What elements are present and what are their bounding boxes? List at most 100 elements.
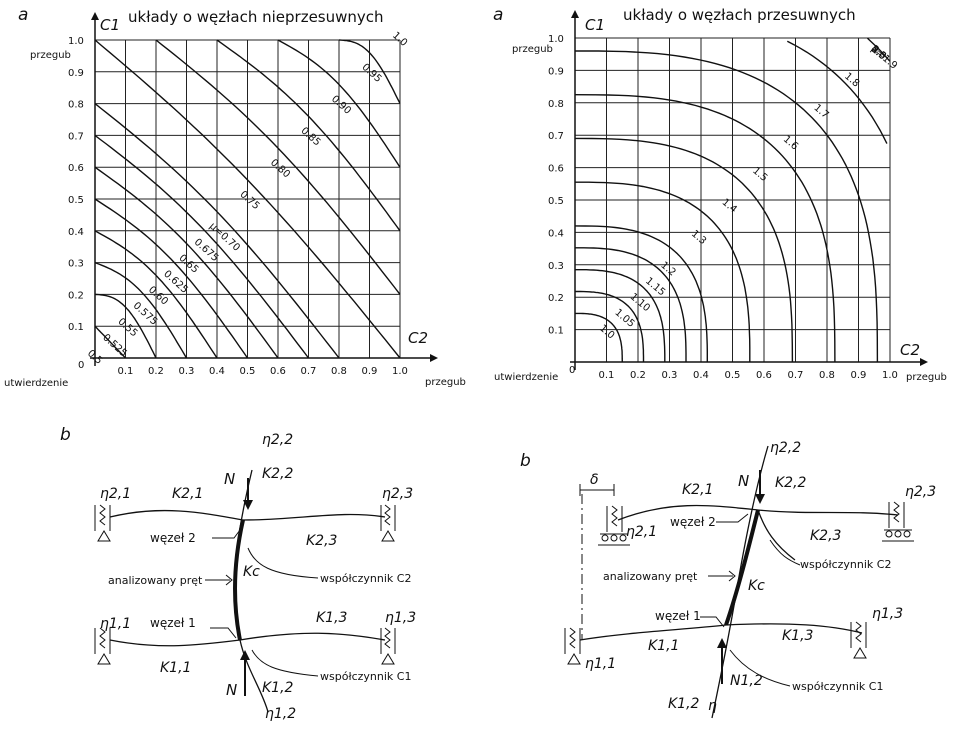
mu-curve-label: 0.625	[161, 269, 190, 296]
panel-a-right-bottom-label: utwierdzenie	[494, 372, 558, 383]
mu-curve-label: 0.575	[131, 300, 160, 327]
mu-curve-label: 1.5	[750, 165, 769, 184]
label-eta13: η1,3	[872, 606, 903, 622]
y-tick-label: 0.3	[548, 261, 564, 272]
label-coef2: współczynnik C2	[800, 558, 891, 571]
x-tick-label: 0.7	[301, 366, 317, 377]
mu-curve-label: 0.85	[298, 125, 322, 148]
mu-curve	[94, 293, 157, 359]
label-eta-bottom: η	[708, 698, 717, 714]
leader-coef2	[247, 547, 319, 579]
beam-K23	[242, 513, 386, 521]
label-N-top: N	[738, 472, 749, 490]
y-tick-label: 0.8	[68, 100, 84, 111]
mu-curves	[574, 37, 891, 363]
arrowhead-top	[243, 500, 253, 510]
label-K22: K2,2	[262, 466, 294, 482]
leader-node1	[700, 616, 725, 628]
label-eta11: η1,1	[100, 616, 131, 632]
spring-support-eta13	[380, 627, 396, 665]
leader-coef1	[251, 649, 319, 677]
mu-curve	[94, 134, 310, 359]
y-axis-arrow	[91, 12, 99, 20]
y-tick-label: 1.0	[68, 36, 84, 47]
label-K12: K1,2	[262, 680, 294, 696]
label-K23: K2,3	[810, 528, 841, 544]
panel-a-left-title: układy o węzłach nieprzesuwnych	[128, 8, 384, 26]
label-eta23: η2,3	[382, 486, 413, 502]
label-K13: K1,3	[782, 628, 813, 644]
leader-member-tip	[225, 574, 233, 586]
mu-curve-label: 1.7	[811, 102, 830, 121]
x-tick-label: 0.2	[630, 370, 646, 381]
panel-a-right-right-label: przegub	[906, 372, 947, 383]
x-tick-label: 0.4	[693, 370, 709, 381]
y-axis-arrow	[571, 10, 579, 18]
mu-curve-label: 0.525	[100, 332, 129, 359]
label-N-bottom: N1,2	[730, 673, 763, 689]
mu-curve	[575, 269, 666, 362]
panel-a-left-xlabel: C2	[408, 329, 428, 347]
panel-a-left-top-label: przegub	[30, 50, 71, 61]
mu-curve	[94, 166, 279, 359]
mu-curve	[94, 39, 401, 359]
nomogram-sway: a układy o węzłach przesuwnych C1 C2 prz…	[493, 5, 947, 383]
mu-curve	[94, 103, 340, 359]
mu-curve-label: 0.90	[329, 94, 353, 117]
mu-curve	[574, 225, 708, 362]
y-tick-label: 0.7	[68, 131, 84, 142]
y-tick-label: 1.0	[548, 34, 564, 45]
label-K11: K1,1	[648, 638, 679, 654]
mu-curve-label: 0.75	[237, 189, 261, 212]
mu-curve-label: 0.65	[176, 253, 200, 276]
x-tick-label: 0.1	[599, 370, 615, 381]
spring-roller-eta23	[882, 501, 914, 542]
label-eta22: η2,2	[262, 432, 293, 448]
panel-b-right-tag: b	[520, 451, 531, 471]
mu-curve	[338, 39, 401, 104]
x-tick-label: 0.7	[788, 370, 804, 381]
mu-curves	[94, 39, 401, 359]
label-member: analizowany pręt	[603, 570, 698, 583]
label-eta21: η2,1	[626, 524, 657, 540]
leader-coef1	[729, 649, 791, 687]
x-tick-label: 0.3	[179, 366, 195, 377]
panel-a-right-title: układy o węzłach przesuwnych	[623, 6, 856, 24]
panel-b-left-tag: b	[60, 425, 71, 445]
mu-curve	[94, 198, 249, 359]
panel-a-left-bottom-label: utwierdzenie	[4, 378, 68, 389]
mu-curve	[575, 50, 879, 363]
mu-curve-label: 1.0	[390, 30, 409, 49]
tick-labels: 0.1 0.1 0.2 0.2 0.3 0.3 0.4 0.4 0.5 0.5 0.6 0.6 0.7 0…	[548, 34, 898, 381]
label-Kc: Kc	[748, 578, 765, 594]
spring-roller-eta21	[598, 505, 630, 546]
label-eta11: η1,1	[585, 656, 616, 672]
frame-diagram-sway: b δ	[520, 440, 936, 719]
spring-support-eta13	[850, 621, 867, 659]
label-delta: δ	[590, 472, 599, 488]
mu-curve-label: 1.2	[658, 260, 677, 279]
label-N-bottom: N	[226, 681, 237, 699]
spring-support-eta11	[564, 627, 581, 665]
panel-a-left-ylabel: C1	[100, 16, 120, 34]
mu-curve	[216, 39, 401, 232]
mu-curve	[574, 137, 794, 363]
mu-curve-label: 0.675	[192, 237, 221, 264]
grid	[570, 10, 928, 370]
label-eta21: η2,1	[100, 486, 131, 502]
x-tick-label: 0.9	[362, 366, 378, 377]
arrowhead-bottom	[240, 650, 250, 660]
panel-a-right-tag: a	[493, 5, 503, 25]
label-coef1: współczynnik C1	[320, 670, 411, 683]
arrowhead-bottom	[717, 638, 727, 648]
mu-curve	[277, 39, 401, 168]
x-tick-label: 0.5	[240, 366, 256, 377]
label-node1: węzeł 1	[655, 609, 701, 623]
mu-curve	[575, 290, 645, 362]
label-eta22: η2,2	[770, 440, 801, 456]
x-tick-label: 1.0	[392, 366, 408, 377]
y-tick-label: 0.5	[548, 196, 564, 207]
label-member: analizowany pręt	[108, 574, 203, 587]
